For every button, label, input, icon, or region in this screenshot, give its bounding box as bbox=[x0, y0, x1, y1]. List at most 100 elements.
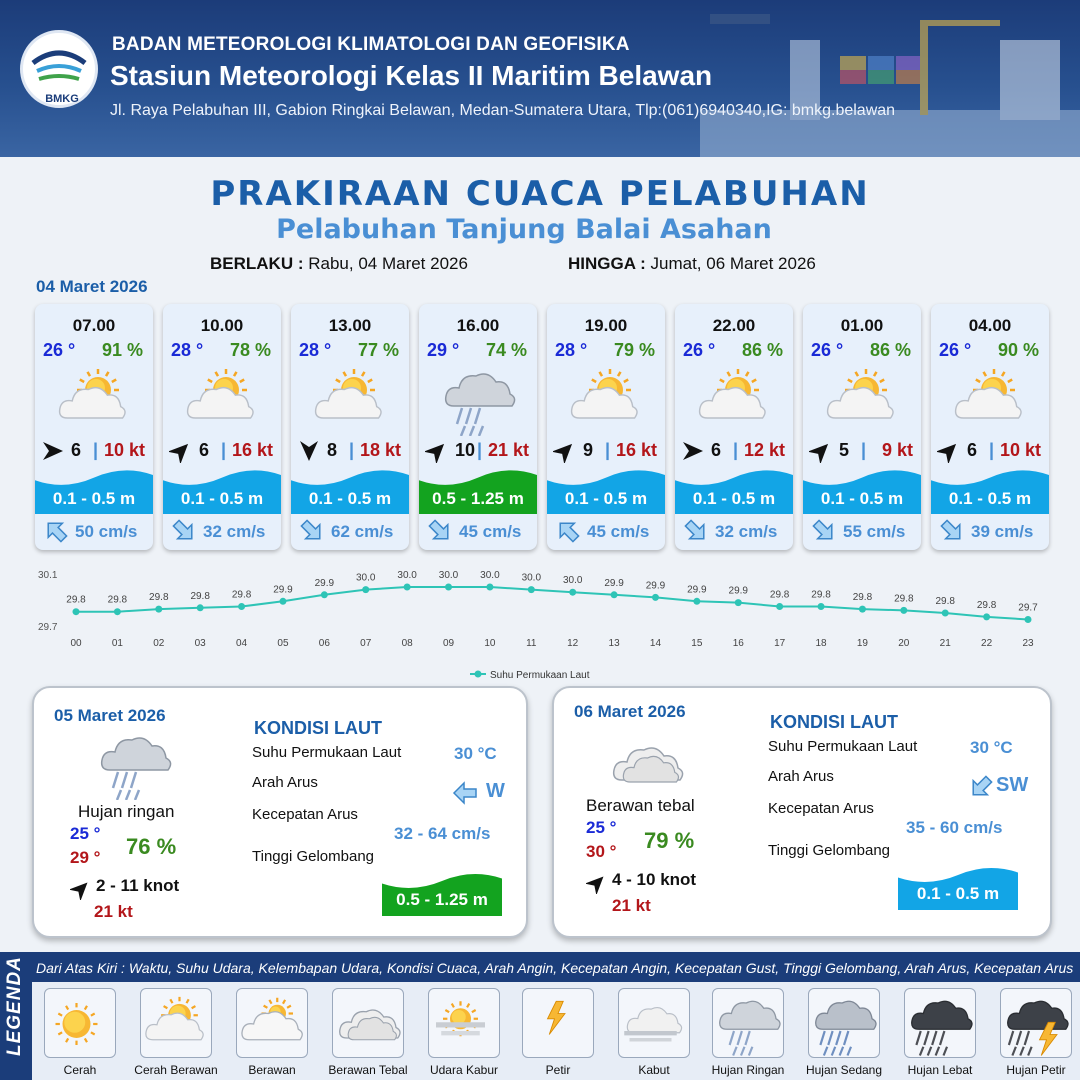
wind-direction-icon bbox=[43, 442, 63, 460]
sst-label: Suhu Permukaan Laut bbox=[768, 738, 918, 755]
min-temperature: 25 ° bbox=[586, 818, 617, 837]
current-direction-icon bbox=[172, 519, 193, 540]
wind-separator: | bbox=[221, 440, 227, 460]
x-tick-label: 15 bbox=[691, 638, 703, 649]
current-direction-label: Arah Arus bbox=[768, 768, 834, 785]
forecast-time: 16.00 bbox=[456, 316, 500, 335]
x-tick-label: 17 bbox=[774, 638, 786, 649]
sst-point bbox=[900, 606, 908, 614]
legend-item-label: Berawan bbox=[248, 1063, 296, 1077]
sst-point bbox=[527, 586, 535, 594]
current-direction-icon bbox=[559, 522, 580, 543]
current-direction-icon bbox=[428, 519, 449, 540]
air-temperature: 26 ° bbox=[683, 340, 716, 360]
x-tick-label: 08 bbox=[402, 638, 414, 649]
page-title: PRAKIRAAN CUACA PELABUHAN bbox=[210, 174, 870, 214]
wind: 6 | 10 kt bbox=[931, 438, 1049, 464]
sst-point bbox=[1024, 616, 1032, 623]
wave-icon bbox=[382, 874, 502, 916]
gust-speed: 21 kt bbox=[612, 896, 651, 915]
wind: 9 | 16 kt bbox=[547, 438, 665, 464]
legend-item-label: Hujan Ringan bbox=[711, 1063, 785, 1077]
current-direction-value: SW bbox=[996, 774, 1029, 796]
wind-separator: | bbox=[93, 440, 99, 460]
legend-label: Suhu Permukaan Laut bbox=[490, 670, 590, 681]
x-tick-label: 12 bbox=[567, 638, 579, 649]
gust-speed: 12 kt bbox=[743, 440, 785, 460]
logo-label: BMKG bbox=[45, 93, 79, 105]
humidity: 79 % bbox=[644, 828, 695, 853]
current-speed: 55 cm/s bbox=[843, 522, 906, 541]
sst-point bbox=[569, 588, 577, 596]
sst-point bbox=[113, 608, 121, 616]
x-tick-label: 19 bbox=[857, 638, 869, 649]
y-tick-label: 30.1 bbox=[38, 570, 58, 581]
valid-from-label: BERLAKU : bbox=[210, 254, 304, 273]
x-tick-label: 11 bbox=[526, 638, 537, 649]
humidity: 74 % bbox=[485, 340, 527, 360]
legend-marker bbox=[474, 670, 482, 678]
x-tick-label: 14 bbox=[650, 638, 662, 649]
org-name: BADAN METEOROLOGI KLIMATOLOGI DAN GEOFIS… bbox=[112, 34, 630, 55]
valid-from-value: Rabu, 04 Maret 2026 bbox=[308, 254, 468, 273]
wave-height-label: Tinggi Gelombang bbox=[768, 842, 891, 859]
x-tick-label: 10 bbox=[484, 638, 496, 649]
humidity: 90 % bbox=[997, 340, 1039, 360]
legend-item bbox=[428, 988, 500, 1058]
forecast-time: 19.00 bbox=[584, 316, 628, 335]
wind-speed: 5 bbox=[839, 440, 850, 460]
valid-from: BERLAKU : Rabu, 04 Maret 2026 bbox=[210, 254, 468, 274]
legend-item-label: Kabut bbox=[638, 1063, 670, 1077]
wave-height: 0.1 - 0.5 m bbox=[180, 489, 264, 508]
x-tick-label: 09 bbox=[443, 638, 455, 649]
x-tick-label: 06 bbox=[319, 638, 331, 649]
sst-point bbox=[610, 591, 618, 599]
cerah-berawan-icon bbox=[58, 369, 126, 419]
wind-direction-icon bbox=[169, 443, 189, 463]
x-tick-label: 04 bbox=[236, 638, 248, 649]
legend-item bbox=[904, 988, 976, 1058]
legend-item-label: Cerah Berawan bbox=[134, 1063, 218, 1077]
wave-icon bbox=[547, 470, 665, 514]
sst-data-label: 29.8 bbox=[66, 595, 86, 606]
x-tick-label: 13 bbox=[609, 638, 621, 649]
wind-direction-icon bbox=[809, 443, 829, 463]
wave-height: 0.1 - 0.5 m bbox=[820, 489, 904, 508]
sst-point bbox=[858, 605, 866, 613]
wind-speed: 8 bbox=[327, 440, 338, 460]
wind-speed-range: 2 - 11 knot bbox=[96, 876, 180, 895]
x-tick-label: 05 bbox=[277, 638, 289, 649]
sst-data-label: 29.9 bbox=[315, 578, 335, 589]
hujan-ringan-icon bbox=[719, 1000, 781, 1056]
valid-to-value: Jumat, 06 Maret 2026 bbox=[650, 254, 816, 273]
legend-item bbox=[140, 988, 212, 1058]
forecast-card: 01.00 26 ° 86 % 5 | 9 kt 0.1 - 0.5 m 55 … bbox=[803, 304, 921, 550]
forecast-time: 07.00 bbox=[72, 316, 116, 335]
hujan-ringan-icon bbox=[100, 737, 172, 800]
wind: 10 | 21 kt bbox=[419, 438, 537, 464]
wind: 6 | 10 kt bbox=[35, 438, 153, 464]
sst-point bbox=[362, 586, 370, 594]
current-direction-icon bbox=[940, 519, 961, 540]
sst-data-label: 29.8 bbox=[853, 592, 873, 603]
current-speed: 39 cm/s bbox=[971, 522, 1034, 541]
legend-item bbox=[332, 988, 404, 1058]
daily-date: 05 Maret 2026 bbox=[54, 706, 166, 725]
cerah-berawan-icon bbox=[954, 369, 1022, 419]
current-direction-icon bbox=[452, 781, 477, 805]
hujan-ringan-icon bbox=[444, 373, 516, 436]
valid-to: HINGGA : Jumat, 06 Maret 2026 bbox=[568, 254, 816, 274]
wind-separator: | bbox=[477, 440, 483, 460]
legend-item-label: Hujan Sedang bbox=[805, 1063, 883, 1077]
current-speed: 32 cm/s bbox=[715, 522, 778, 541]
legend-item-label: Hujan Petir bbox=[1006, 1063, 1066, 1077]
sst-chart: 30.1 29.7 29.8 00 29.8 01 29.8 02 29.8 03 29.8 04 29… bbox=[38, 570, 1038, 681]
current-speed: 45 cm/s bbox=[587, 522, 650, 541]
x-tick-label: 22 bbox=[981, 638, 993, 649]
wind-speed-range: 4 - 10 knot bbox=[612, 870, 697, 889]
air-temperature: 28 ° bbox=[555, 340, 588, 360]
valid-to-label: HINGGA : bbox=[568, 254, 646, 273]
max-temperature: 30 ° bbox=[586, 842, 617, 861]
wave-height: 0.1 - 0.5 m bbox=[52, 489, 136, 508]
humidity: 86 % bbox=[869, 340, 911, 360]
